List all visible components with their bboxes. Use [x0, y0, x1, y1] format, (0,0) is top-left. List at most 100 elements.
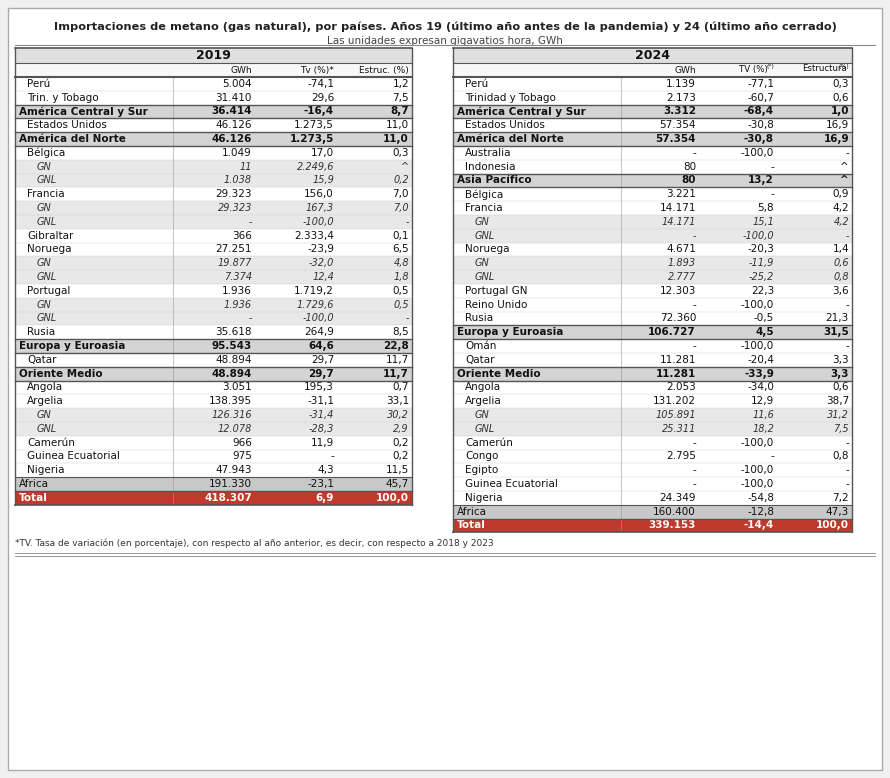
Text: 0,7: 0,7 [392, 383, 409, 392]
Text: 1.936: 1.936 [222, 286, 252, 296]
Text: Rusia: Rusia [27, 328, 55, 338]
Text: 47,3: 47,3 [826, 506, 849, 517]
Text: 0,6: 0,6 [833, 258, 849, 268]
Text: Noruega: Noruega [465, 244, 509, 254]
Text: *TV. Tasa de variación (en porcentaje), con respecto al año anterior, es decir, : *TV. Tasa de variación (en porcentaje), … [15, 538, 494, 548]
Text: 7,0: 7,0 [392, 189, 409, 199]
Text: -: - [248, 314, 252, 324]
Text: 3,6: 3,6 [832, 286, 849, 296]
Text: -28,3: -28,3 [309, 424, 334, 434]
Text: Total: Total [457, 520, 486, 531]
Text: -: - [406, 314, 409, 324]
Text: 8,5: 8,5 [392, 328, 409, 338]
Text: 1.049: 1.049 [222, 148, 252, 158]
Bar [15, 187, 412, 202]
Text: 29,6: 29,6 [311, 93, 334, 103]
Text: 2.777: 2.777 [668, 272, 696, 282]
Bar [453, 63, 852, 77]
Bar [453, 422, 852, 436]
Text: 1.273,5: 1.273,5 [289, 134, 334, 144]
Text: 1.038: 1.038 [224, 176, 252, 185]
Text: GNL: GNL [37, 314, 57, 324]
Text: 47.943: 47.943 [215, 465, 252, 475]
Text: 3.312: 3.312 [663, 107, 696, 117]
Text: -: - [846, 438, 849, 447]
Bar [453, 104, 852, 118]
Bar [15, 408, 412, 422]
Text: 5,8: 5,8 [757, 203, 774, 213]
Bar [15, 173, 412, 187]
Text: Las unidades expresan gigavatios hora, GWh: Las unidades expresan gigavatios hora, G… [327, 36, 563, 46]
Text: Omán: Omán [465, 341, 497, 351]
Text: Qatar: Qatar [465, 355, 495, 365]
Text: 4,2: 4,2 [833, 217, 849, 227]
Text: 1.893: 1.893 [668, 258, 696, 268]
Text: Europa y Euroasia: Europa y Euroasia [457, 328, 563, 338]
Text: GN: GN [37, 258, 52, 268]
Text: 16,9: 16,9 [826, 121, 849, 130]
Text: Rusia: Rusia [465, 314, 493, 324]
Text: Importaciones de metano (gas natural), por países. Años 19 (último año antes de : Importaciones de metano (gas natural), p… [53, 21, 837, 31]
Text: Noruega: Noruega [27, 244, 71, 254]
Bar [15, 284, 412, 298]
Text: 29.323: 29.323 [215, 189, 252, 199]
Text: 975: 975 [232, 451, 252, 461]
Text: 1.936: 1.936 [224, 300, 252, 310]
Text: 1.719,2: 1.719,2 [294, 286, 334, 296]
Text: 48.894: 48.894 [215, 355, 252, 365]
Text: -100,0: -100,0 [740, 341, 774, 351]
Text: 0,3: 0,3 [832, 79, 849, 89]
Text: 31,5: 31,5 [823, 328, 849, 338]
Text: -30,8: -30,8 [744, 134, 774, 144]
Text: 7,5: 7,5 [392, 93, 409, 103]
Bar [453, 408, 852, 422]
Text: -74,1: -74,1 [307, 79, 334, 89]
Text: 131.202: 131.202 [653, 396, 696, 406]
Bar [453, 132, 852, 146]
Text: GNL: GNL [37, 424, 57, 434]
Text: 57.354: 57.354 [656, 134, 696, 144]
Text: Francia: Francia [27, 189, 65, 199]
Text: Europa y Euroasia: Europa y Euroasia [19, 341, 125, 351]
Bar [453, 270, 852, 284]
Text: GWh: GWh [231, 65, 252, 75]
Text: 8,7: 8,7 [391, 107, 409, 117]
Text: 0,9: 0,9 [832, 189, 849, 199]
Bar [453, 48, 852, 63]
Text: -68,4: -68,4 [744, 107, 774, 117]
Text: 7.374: 7.374 [224, 272, 252, 282]
Text: 11,6: 11,6 [752, 410, 774, 420]
Text: 0,6: 0,6 [832, 383, 849, 392]
Text: 18,2: 18,2 [752, 424, 774, 434]
Text: 1.139: 1.139 [666, 79, 696, 89]
Text: 1,8: 1,8 [393, 272, 409, 282]
Text: 15,1: 15,1 [752, 217, 774, 227]
Bar [15, 243, 412, 257]
Text: 11,9: 11,9 [311, 438, 334, 447]
Bar [453, 325, 852, 339]
Text: Portugal: Portugal [27, 286, 70, 296]
Text: -: - [692, 438, 696, 447]
Text: ^: ^ [840, 176, 849, 185]
Bar [15, 257, 412, 270]
Text: GN: GN [475, 410, 490, 420]
Text: -: - [846, 465, 849, 475]
Bar [15, 48, 412, 63]
Text: 0,5: 0,5 [392, 286, 409, 296]
Text: 2.173: 2.173 [666, 93, 696, 103]
Text: 95.543: 95.543 [212, 341, 252, 351]
Bar [453, 77, 852, 91]
Bar [453, 464, 852, 477]
Text: GWh: GWh [675, 65, 696, 75]
Bar [453, 519, 852, 532]
Text: 22,3: 22,3 [751, 286, 774, 296]
Text: -: - [248, 217, 252, 227]
Text: Estruc. (%): Estruc. (%) [360, 65, 409, 75]
Text: GNL: GNL [37, 176, 57, 185]
Bar [15, 464, 412, 477]
Text: 48.894: 48.894 [212, 369, 252, 379]
Text: 264,9: 264,9 [304, 328, 334, 338]
Text: 31,2: 31,2 [827, 410, 849, 420]
Text: 3,3: 3,3 [830, 369, 849, 379]
Text: Argelia: Argelia [465, 396, 502, 406]
